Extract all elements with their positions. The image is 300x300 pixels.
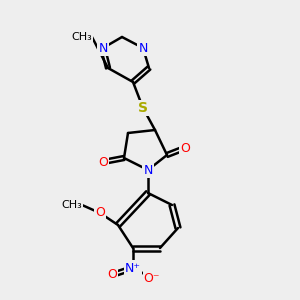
- Text: O⁻: O⁻: [144, 272, 160, 284]
- Text: S: S: [138, 101, 148, 115]
- Text: N: N: [143, 164, 153, 176]
- Text: O: O: [98, 155, 108, 169]
- Text: N⁺: N⁺: [125, 262, 141, 275]
- Text: O: O: [180, 142, 190, 154]
- Text: O: O: [107, 268, 117, 281]
- Text: N: N: [138, 41, 148, 55]
- Text: CH₃: CH₃: [61, 200, 82, 210]
- Text: CH₃: CH₃: [71, 32, 92, 42]
- Text: O: O: [95, 206, 105, 220]
- Text: N: N: [98, 41, 108, 55]
